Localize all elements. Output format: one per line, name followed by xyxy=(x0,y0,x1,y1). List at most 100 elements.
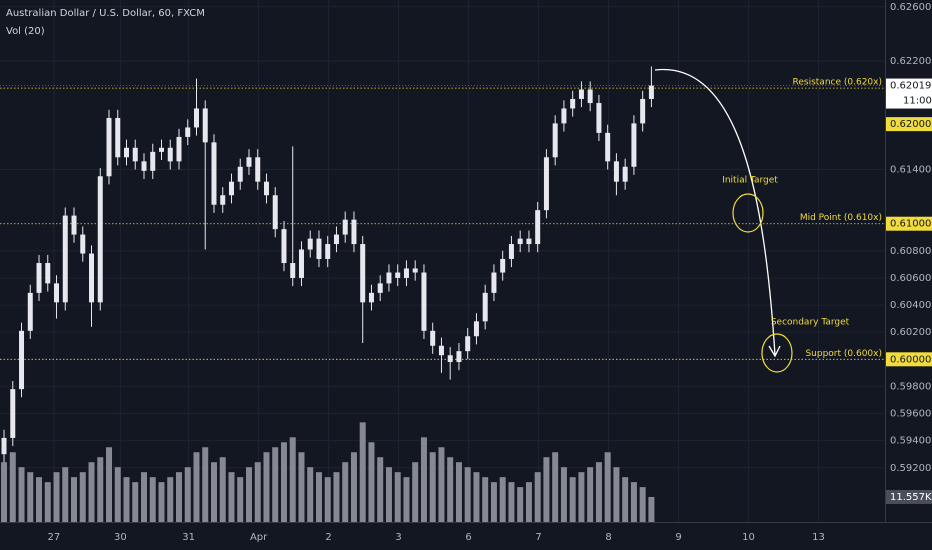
volume-bar xyxy=(88,462,95,522)
candle-body xyxy=(1,437,7,455)
volume-bar xyxy=(412,462,419,522)
candle-body xyxy=(648,85,654,99)
candle-body xyxy=(386,272,392,284)
candle-body xyxy=(106,117,112,177)
volume-bar xyxy=(97,457,104,522)
candle-body xyxy=(596,103,602,133)
volume-label-box xyxy=(886,489,932,504)
volume-bar xyxy=(587,467,594,522)
volume-bar xyxy=(648,496,655,522)
level-price-box xyxy=(886,216,932,231)
volume-bar xyxy=(534,472,541,522)
volume-bar xyxy=(36,477,43,522)
level-price-label: 0.61000 xyxy=(890,219,931,230)
candle-body xyxy=(526,238,532,245)
volume-bar xyxy=(141,472,148,522)
volume-bar xyxy=(333,472,340,522)
candle-body xyxy=(80,234,86,254)
level-label: Support (0.600x) xyxy=(805,349,882,359)
candle-body xyxy=(613,161,619,182)
volume-bar xyxy=(167,477,174,522)
candle-body xyxy=(500,258,506,273)
y-tick-label: 0.60200 xyxy=(890,327,931,338)
candle-body xyxy=(517,238,523,245)
candle-body xyxy=(19,330,25,390)
volume-bar xyxy=(149,477,156,522)
target-circle xyxy=(732,193,764,233)
candle-body xyxy=(45,263,51,284)
x-tick-label: 13 xyxy=(812,532,825,543)
volume-bar xyxy=(1,462,8,522)
candle-body xyxy=(220,195,226,205)
volume-bar xyxy=(350,452,357,522)
candle-body xyxy=(132,147,138,162)
candle-body xyxy=(316,238,322,259)
target-circle xyxy=(761,333,793,373)
axes: 0.62600 0.62200 0.61400 0.60800 0.60600 0.604… xyxy=(48,2,932,543)
volume-bar xyxy=(578,472,585,522)
volume-bar xyxy=(106,447,113,522)
volume-bar xyxy=(604,452,611,522)
last-price-label: 0.62019 xyxy=(890,81,931,92)
volume-bar xyxy=(298,452,305,522)
x-tick-label: Apr xyxy=(250,532,268,543)
volume-bar xyxy=(517,487,524,522)
grid xyxy=(0,0,885,522)
y-tick-label: 0.59200 xyxy=(890,463,931,474)
volume-bar xyxy=(420,437,427,522)
volume-bar xyxy=(254,462,261,522)
candle-body xyxy=(412,268,418,273)
volume-bar xyxy=(202,447,209,522)
candle-body xyxy=(27,292,33,331)
y-tick-label: 0.62600 xyxy=(890,2,931,13)
volume-bar xyxy=(71,477,78,522)
candle-body xyxy=(342,219,348,235)
volume-bar xyxy=(184,467,191,522)
annotation: Secondary Target xyxy=(771,318,850,328)
candle-body xyxy=(631,123,637,167)
y-tick-label: 0.62200 xyxy=(890,56,931,67)
volume-pane xyxy=(1,422,655,522)
levels: Resistance (0.620x) Mid Point (0.610x) Sup… xyxy=(0,78,885,360)
annotation: Initial Target xyxy=(722,176,778,186)
candle-body xyxy=(281,229,287,264)
volume-bar xyxy=(9,452,16,522)
volume-bar xyxy=(44,482,51,522)
candle-body xyxy=(237,166,243,182)
volume-bar xyxy=(613,467,620,522)
countdown-label: 11:00 xyxy=(903,96,932,107)
volume-bar xyxy=(394,472,401,522)
candle-body xyxy=(36,263,42,293)
volume-bar xyxy=(525,482,532,522)
candle-body xyxy=(578,89,584,99)
volume-bar xyxy=(18,467,25,522)
volume-bar xyxy=(552,452,559,522)
candle-body xyxy=(202,108,208,143)
candle-body xyxy=(89,253,95,303)
candle-body xyxy=(167,147,173,162)
volume-bar xyxy=(263,452,270,522)
volume-bar xyxy=(175,472,182,522)
volume-bar xyxy=(377,457,384,522)
candle-body xyxy=(438,345,444,356)
candle-body xyxy=(447,355,453,363)
volume-bar xyxy=(132,482,139,522)
candle-body xyxy=(491,272,497,293)
candle-body xyxy=(508,244,514,259)
x-tick-label: 7 xyxy=(535,532,541,543)
volume-bar xyxy=(543,457,550,522)
volume-bar xyxy=(560,467,567,522)
y-tick-label: 0.61400 xyxy=(890,164,931,175)
x-tick-label: 10 xyxy=(742,532,755,543)
volume-bar xyxy=(27,472,34,522)
candle-body xyxy=(430,330,436,346)
volume-bar xyxy=(455,462,462,522)
candle-body xyxy=(124,147,130,158)
candle-body xyxy=(255,157,261,182)
volume-bar xyxy=(508,482,515,522)
x-tick-label: 27 xyxy=(48,532,61,543)
last-price-box xyxy=(886,78,932,109)
volume-bar xyxy=(499,477,506,522)
